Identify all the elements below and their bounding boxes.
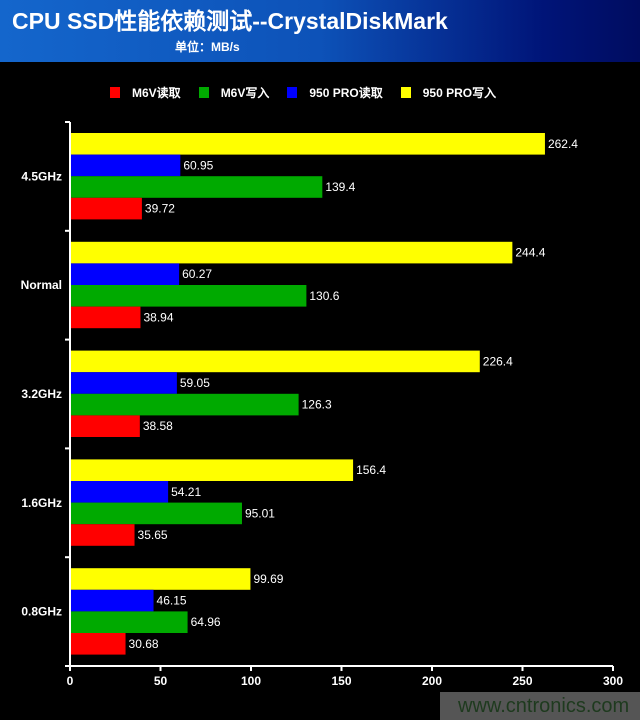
chart-title: CPU SSD性能依赖测试--CrystalDiskMark xyxy=(12,8,448,34)
bar xyxy=(70,133,545,155)
legend-item: 950 PRO读取 xyxy=(287,84,383,101)
legend-swatch xyxy=(110,87,120,98)
data-label: 60.27 xyxy=(182,267,212,281)
bar xyxy=(70,263,180,285)
bar xyxy=(70,350,480,373)
bar xyxy=(70,633,126,655)
data-label: 64.96 xyxy=(191,615,221,629)
legend-swatch xyxy=(400,87,411,98)
legend-label: 950 PRO写入 xyxy=(422,86,497,100)
bar xyxy=(70,176,323,198)
bar xyxy=(70,524,135,546)
legend-swatch xyxy=(287,87,298,98)
x-tick-label: 150 xyxy=(331,674,351,688)
data-label: 59.05 xyxy=(180,376,210,390)
data-label: 244.4 xyxy=(515,246,545,260)
bar xyxy=(70,241,513,264)
chart-subtitle: 单位：MB/s xyxy=(175,40,240,54)
legend-label: 950 PRO读取 xyxy=(309,86,383,100)
bar xyxy=(70,372,177,394)
category-label: 0.8GHz xyxy=(21,605,62,619)
data-label: 99.69 xyxy=(253,572,283,586)
bar xyxy=(70,502,242,525)
legend-item: 950 PRO写入 xyxy=(400,84,497,101)
data-label: 95.01 xyxy=(245,506,275,520)
data-label: 126.3 xyxy=(302,398,332,412)
data-label: 38.58 xyxy=(143,419,173,433)
data-label: 130.6 xyxy=(309,289,339,303)
x-tick-label: 0 xyxy=(67,674,74,688)
data-label: 262.4 xyxy=(548,137,578,151)
data-label: 39.72 xyxy=(145,202,175,216)
data-label: 35.65 xyxy=(138,528,168,542)
bar xyxy=(70,611,188,633)
bar xyxy=(70,459,354,481)
legend-swatch xyxy=(198,87,209,98)
data-label: 60.95 xyxy=(183,158,213,172)
x-tick-label: 250 xyxy=(512,674,532,688)
x-tick-label: 200 xyxy=(422,674,442,688)
bar xyxy=(70,589,154,612)
legend-item: M6V读取 xyxy=(110,84,181,101)
data-label: 156.4 xyxy=(356,463,386,477)
x-tick-label: 100 xyxy=(241,674,261,688)
bar xyxy=(70,306,141,329)
legend: M6V读取 M6V写入 950 PRO读取 950 PRO写入 xyxy=(110,84,496,101)
data-label: 226.4 xyxy=(483,354,513,368)
x-tick-label: 50 xyxy=(154,674,168,688)
data-label: 38.94 xyxy=(143,310,173,324)
bar xyxy=(70,415,140,437)
bar xyxy=(70,197,142,220)
data-label: 139.4 xyxy=(325,180,355,194)
legend-item: M6V写入 xyxy=(198,84,270,101)
bar xyxy=(70,568,251,590)
bar xyxy=(70,285,307,307)
bar xyxy=(70,393,299,416)
bar xyxy=(70,154,181,177)
data-label: 46.15 xyxy=(157,594,187,608)
x-tick-label: 300 xyxy=(603,674,623,688)
legend-label: M6V写入 xyxy=(220,86,270,100)
legend-label: M6V读取 xyxy=(132,86,181,100)
category-label: Normal xyxy=(21,278,62,292)
header-banner: CPU SSD性能依赖测试--CrystalDiskMark 单位：MB/s xyxy=(0,0,640,62)
data-label: 30.68 xyxy=(129,637,159,651)
category-label: 3.2GHz xyxy=(21,387,62,401)
bar xyxy=(70,481,169,503)
data-label: 54.21 xyxy=(171,485,201,499)
category-label: 1.6GHz xyxy=(21,496,62,510)
category-label: 4.5GHz xyxy=(21,169,62,183)
watermark: www.cntronics.com xyxy=(440,692,640,720)
